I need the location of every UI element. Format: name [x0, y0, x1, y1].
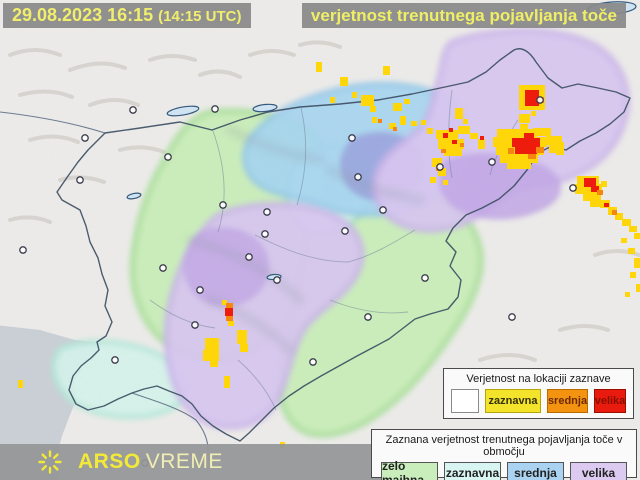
legend-swatch-zaznavna: zaznavna [485, 389, 541, 413]
agency-name: ARSO [78, 450, 141, 473]
legend-swatch-srednja: srednja [547, 389, 588, 413]
legend-swatch-velika: velika [570, 462, 627, 480]
legend-point-detection: Verjetnost na lokaciji zaznave zaznavna s… [443, 368, 634, 419]
legend-point-swatches: zaznavna srednja velika [444, 389, 633, 413]
map-title-bar: verjetnost trenutnega pojavljanja toče [301, 3, 626, 28]
slovenia-border [56, 48, 631, 442]
legend-swatch-zelo-majhna: zelo majhna [381, 459, 438, 480]
timestamp-local: 29.08.2023 16:15 [12, 5, 154, 25]
brand-bar: ARSO VREME [0, 444, 420, 480]
map-title: verjetnost trenutnega pojavljanja toče [310, 6, 617, 25]
legend-swatch-velika: velika [594, 389, 626, 413]
legend-area-swatches: zelo majhna zaznavna srednja velika [372, 459, 636, 480]
legend-point-title: Verjetnost na lokaciji zaznave [466, 373, 611, 385]
legend-swatch-zaznavna: zaznavna [444, 462, 501, 480]
timestamp-bar: 29.08.2023 16:15 (14:15 UTC) [3, 3, 251, 28]
foreign-borders [0, 111, 209, 451]
legend-area-title: Zaznana verjetnost trenutnega pojavljanj… [385, 434, 623, 458]
legend-area-probability: Zaznana verjetnost trenutnega pojavljanj… [371, 429, 637, 480]
legend-swatch-blank [451, 389, 479, 413]
sun-logo-icon [38, 450, 62, 474]
product-name: VREME [145, 450, 223, 473]
timestamp-utc: (14:15 UTC) [158, 8, 242, 25]
hail-detection-cells [18, 62, 640, 448]
city-markers [19, 96, 577, 467]
legend-swatch-srednja: srednja [507, 462, 564, 480]
